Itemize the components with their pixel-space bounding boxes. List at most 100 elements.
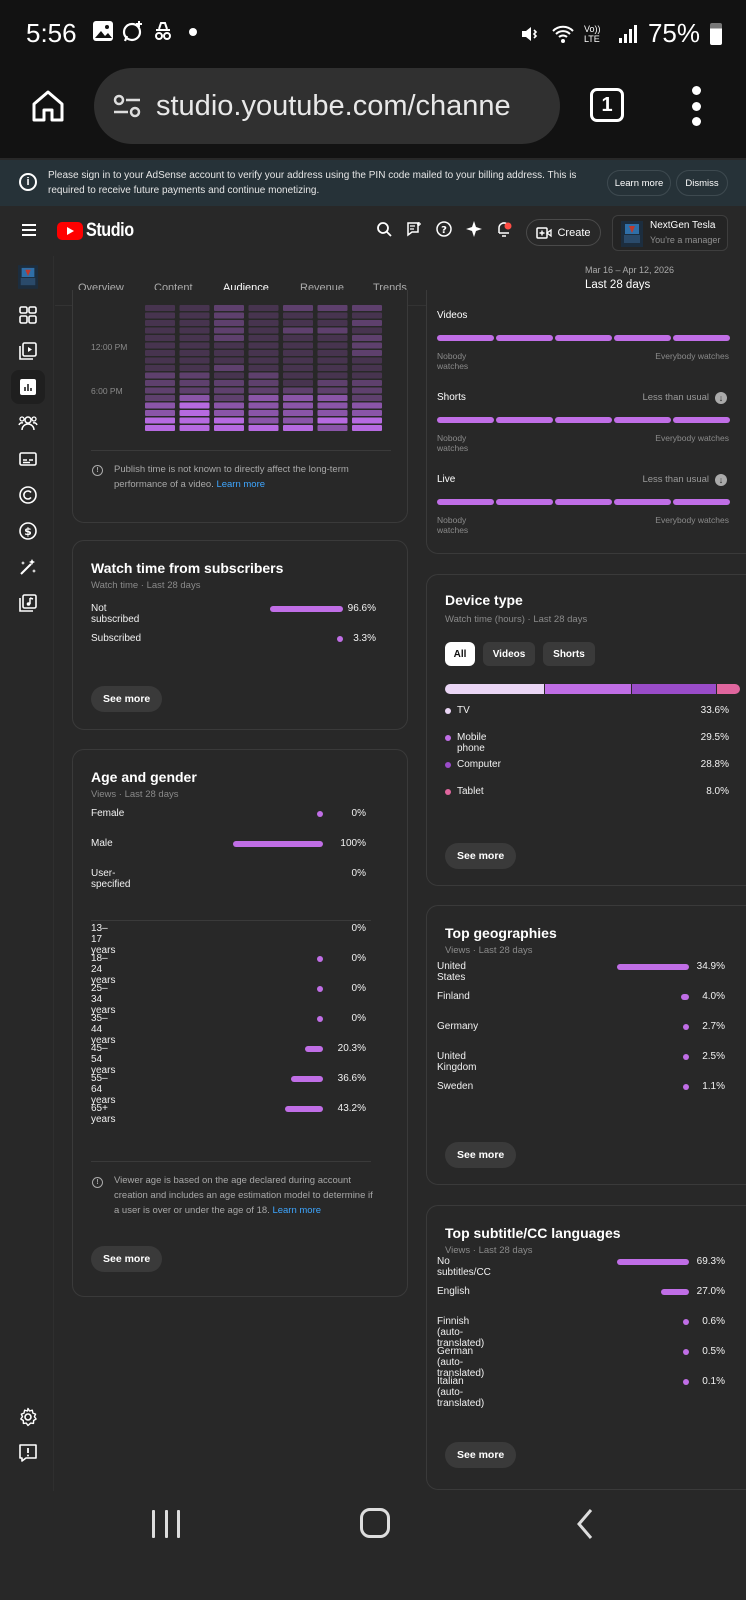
analytics-icon[interactable] bbox=[11, 370, 45, 404]
create-button[interactable]: Create bbox=[526, 219, 601, 246]
heatmap-cell bbox=[352, 312, 382, 319]
see-more-button[interactable]: See more bbox=[91, 686, 163, 712]
heatmap-cell bbox=[248, 320, 279, 326]
card-title: Top geographies bbox=[445, 925, 557, 941]
customization-icon[interactable] bbox=[11, 550, 45, 584]
format-bar-segment bbox=[555, 335, 612, 341]
feedback-icon[interactable] bbox=[405, 220, 423, 238]
format-bar-segment bbox=[496, 335, 553, 341]
heatmap-cell bbox=[283, 357, 313, 364]
divider bbox=[91, 450, 391, 451]
row-label: German (auto-translated) bbox=[437, 1346, 485, 1379]
legend-label: TV bbox=[457, 705, 470, 716]
heatmap-cell bbox=[317, 395, 348, 401]
row-label: 65+ years bbox=[91, 1103, 116, 1125]
account-switcher[interactable]: NextGen Tesla You're a manager bbox=[612, 215, 728, 251]
legend-value: 29.5% bbox=[700, 732, 729, 743]
browser-toolbar: studio.youtube.com/channe 1 bbox=[0, 66, 746, 158]
filter-all-chip[interactable]: All bbox=[445, 642, 475, 666]
recent-apps-button[interactable] bbox=[152, 1510, 180, 1538]
channel-avatar[interactable] bbox=[11, 260, 45, 294]
tab-switcher-button[interactable]: 1 bbox=[590, 88, 624, 122]
heatmap-cell bbox=[179, 402, 210, 409]
notifications-icon[interactable] bbox=[495, 220, 513, 238]
row-value: 0% bbox=[351, 808, 366, 819]
earn-icon[interactable]: $ bbox=[11, 514, 45, 548]
battery-icon bbox=[710, 22, 722, 45]
address-bar[interactable]: studio.youtube.com/channe bbox=[94, 68, 560, 144]
format-status: Less than usual bbox=[642, 392, 709, 403]
community-icon[interactable] bbox=[11, 406, 45, 440]
bar-dot bbox=[317, 986, 323, 992]
card-subtitle: Views · Last 28 days bbox=[445, 945, 533, 956]
age-gender-card: Age and gender Views · Last 28 days Fema… bbox=[72, 749, 408, 1297]
row-value: 4.0% bbox=[702, 991, 725, 1002]
date-range-picker[interactable]: Mar 16 – Apr 12, 2026 Last 28 days bbox=[585, 265, 674, 291]
learn-more-button[interactable]: Learn more bbox=[607, 170, 671, 196]
heatmap-cell bbox=[179, 425, 210, 431]
status-time: 5:56 bbox=[26, 18, 77, 48]
help-icon[interactable]: ? bbox=[435, 220, 453, 238]
send-feedback-icon[interactable] bbox=[11, 1436, 45, 1470]
row-label: No subtitles/CC bbox=[437, 1256, 491, 1278]
create-video-icon bbox=[536, 226, 553, 239]
row-value: 34.9% bbox=[696, 961, 725, 972]
heatmap-cell bbox=[248, 305, 279, 311]
heatmap-cell bbox=[317, 305, 348, 311]
heatmap-cell bbox=[283, 387, 313, 394]
dismiss-button[interactable]: Dismiss bbox=[676, 170, 728, 196]
browser-menu-icon[interactable] bbox=[690, 86, 702, 126]
heatmap-cell bbox=[352, 395, 382, 401]
heatmap-cell bbox=[145, 335, 175, 341]
see-more-button[interactable]: See more bbox=[445, 843, 517, 869]
row-label: Finland bbox=[437, 991, 470, 1002]
site-settings-icon[interactable] bbox=[112, 93, 142, 119]
row-value: 36.6% bbox=[337, 1073, 366, 1084]
heatmap-cell bbox=[145, 395, 175, 401]
card-subtitle: Watch time · Last 28 days bbox=[91, 580, 201, 591]
see-more-button[interactable]: See more bbox=[445, 1142, 517, 1168]
filter-shorts-chip[interactable]: Shorts bbox=[543, 642, 595, 666]
see-more-button[interactable]: See more bbox=[91, 1246, 163, 1272]
search-icon[interactable] bbox=[375, 220, 393, 238]
heatmap-cell bbox=[283, 335, 313, 341]
sparkle-icon[interactable] bbox=[465, 220, 483, 238]
home-button[interactable] bbox=[360, 1508, 390, 1538]
heatmap-cell bbox=[179, 327, 210, 334]
learn-more-link[interactable]: Learn more bbox=[272, 1205, 322, 1216]
legend-value: 28.8% bbox=[700, 759, 729, 770]
learn-more-link[interactable]: Learn more bbox=[216, 479, 266, 490]
settings-icon[interactable] bbox=[11, 1400, 45, 1434]
studio-logo[interactable]: Studio bbox=[57, 220, 142, 242]
row-label: Sweden bbox=[437, 1081, 474, 1092]
dashboard-icon[interactable] bbox=[11, 298, 45, 332]
heatmap-cell bbox=[248, 417, 279, 424]
scale-high-label: Everybody watches bbox=[655, 351, 729, 361]
heatmap-cell bbox=[317, 410, 348, 416]
info-icon: ! bbox=[92, 1177, 103, 1188]
audio-library-icon[interactable] bbox=[11, 586, 45, 620]
row-value: 0.6% bbox=[702, 1316, 725, 1327]
card-subtitle: Views · Last 28 days bbox=[91, 789, 179, 800]
heatmap-cell bbox=[352, 305, 382, 311]
heatmap-cell bbox=[248, 335, 279, 341]
menu-icon[interactable] bbox=[22, 224, 36, 236]
svg-text:?: ? bbox=[441, 225, 447, 236]
see-more-button[interactable]: See more bbox=[445, 1442, 517, 1468]
age-note: Viewer age is based on the age declared … bbox=[114, 1175, 373, 1216]
filter-videos-chip[interactable]: Videos bbox=[483, 642, 535, 666]
row-label: 25–34 years bbox=[91, 983, 116, 1016]
home-icon[interactable] bbox=[30, 88, 66, 124]
format-bar-segment bbox=[496, 499, 553, 505]
row-label: English bbox=[437, 1286, 470, 1297]
copyright-icon[interactable] bbox=[11, 478, 45, 512]
subtitles-icon[interactable] bbox=[11, 442, 45, 476]
heatmap-cell bbox=[317, 365, 348, 371]
heatmap-cell bbox=[145, 327, 175, 334]
heatmap-cell bbox=[283, 342, 313, 349]
heatmap-cell bbox=[179, 335, 210, 341]
legend-value: 33.6% bbox=[700, 705, 729, 716]
content-icon[interactable] bbox=[11, 334, 45, 368]
back-button[interactable] bbox=[575, 1508, 595, 1540]
heatmap-cell bbox=[145, 410, 175, 416]
